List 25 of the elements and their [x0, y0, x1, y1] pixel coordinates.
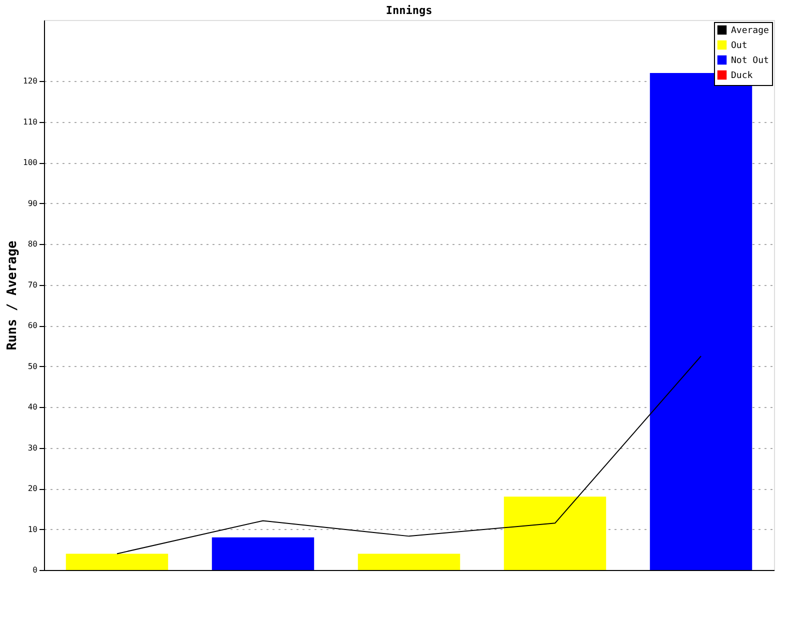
y-tick-label: 110	[23, 117, 38, 126]
legend-label: Average	[731, 26, 769, 36]
y-tick-label: 40	[28, 402, 38, 412]
y-tick-label: 30	[28, 443, 38, 452]
bar	[212, 537, 314, 570]
legend-label: Not Out	[731, 56, 769, 66]
y-tick-label: 0	[32, 566, 38, 574]
y-tick-label: 20	[28, 484, 38, 494]
y-tick-label: 10	[28, 524, 38, 534]
bar	[650, 72, 752, 570]
legend-label: Out	[731, 41, 748, 51]
chart-title: Innings	[386, 4, 432, 17]
y-tick-label: 90	[28, 198, 38, 208]
bar	[66, 554, 168, 570]
bar	[504, 496, 606, 570]
y-tick-label: 70	[28, 280, 38, 290]
y-tick-label: 100	[23, 158, 38, 168]
y-tick-label: 60	[28, 321, 38, 330]
y-tick-label: 120	[23, 76, 38, 86]
y-tick-label: 80	[28, 240, 38, 249]
line-series	[116, 356, 702, 554]
legend-label: Duck	[731, 71, 754, 81]
y-tick-label: 50	[28, 362, 38, 371]
bar	[358, 554, 460, 570]
y-axis-title: Runs / Average	[5, 240, 20, 350]
